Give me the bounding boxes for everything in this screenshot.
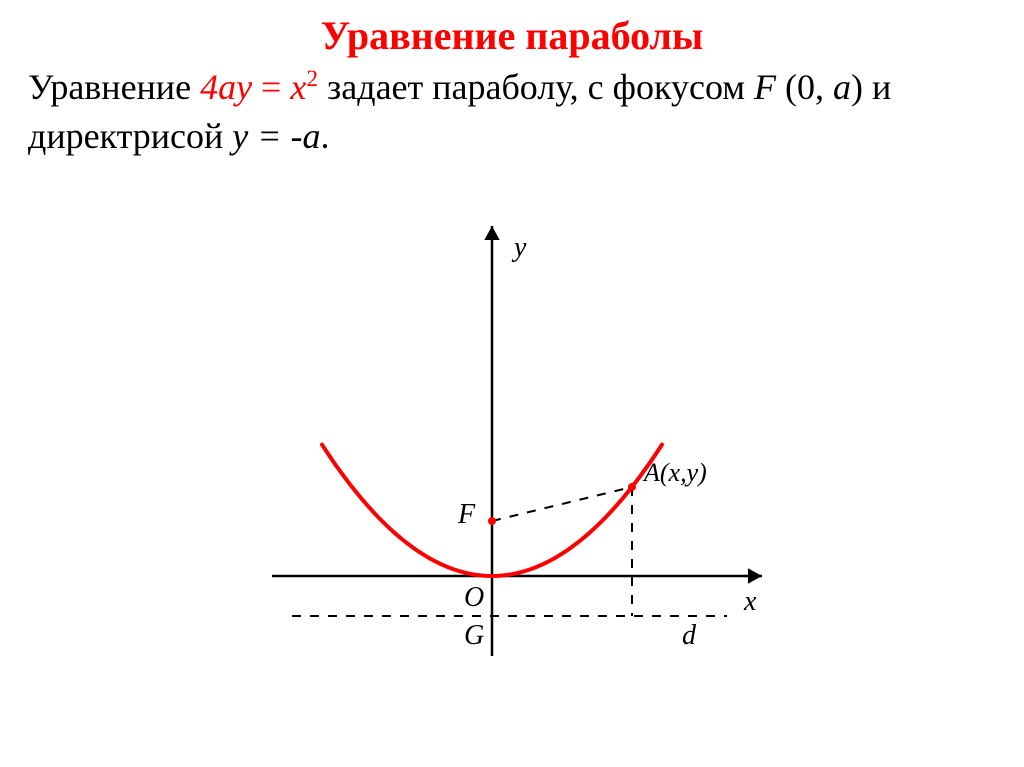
eq-lhs: 4ay [200,67,252,107]
diagram-container: F A(x,y) y x OGd [28,196,996,676]
x-axis-label: x [743,586,757,617]
x-axis-arrow-icon [748,568,762,583]
slide-paragraph: Уравнение 4ay = x2 задает параболу, с фо… [28,63,996,160]
p-part5: . [321,116,330,156]
dir-eq: = -a [248,116,320,156]
parabola-diagram: F A(x,y) y x OGd [232,196,792,676]
focus-to-point-line [492,487,632,521]
point-a [628,483,636,491]
focus-symbol: F [754,67,776,107]
eq-rhs-exp: 2 [306,66,318,92]
dir-lhs: y [232,116,248,156]
y-axis-arrow-icon [484,226,499,240]
point-a-label: A(x,y) [642,458,707,487]
slide-title: Уравнение параболы [28,12,996,59]
slide-page: Уравнение параболы Уравнение 4ay = x2 за… [0,0,1024,688]
p-part1: Уравнение [28,67,200,107]
p-part3: (0, [776,67,833,107]
focus-point [488,517,496,525]
origin-label: O [464,582,484,613]
directrix-label-d: d [682,620,697,651]
directrix-label-g: G [464,620,484,651]
focus-label: F [457,499,476,530]
eq-rhs-base: x [290,67,306,107]
p-part2: задает параболу, с фокусом [318,67,754,107]
a-symbol: a [833,67,851,107]
y-axis-label: y [511,232,527,263]
eq-eqword: = [252,67,290,107]
